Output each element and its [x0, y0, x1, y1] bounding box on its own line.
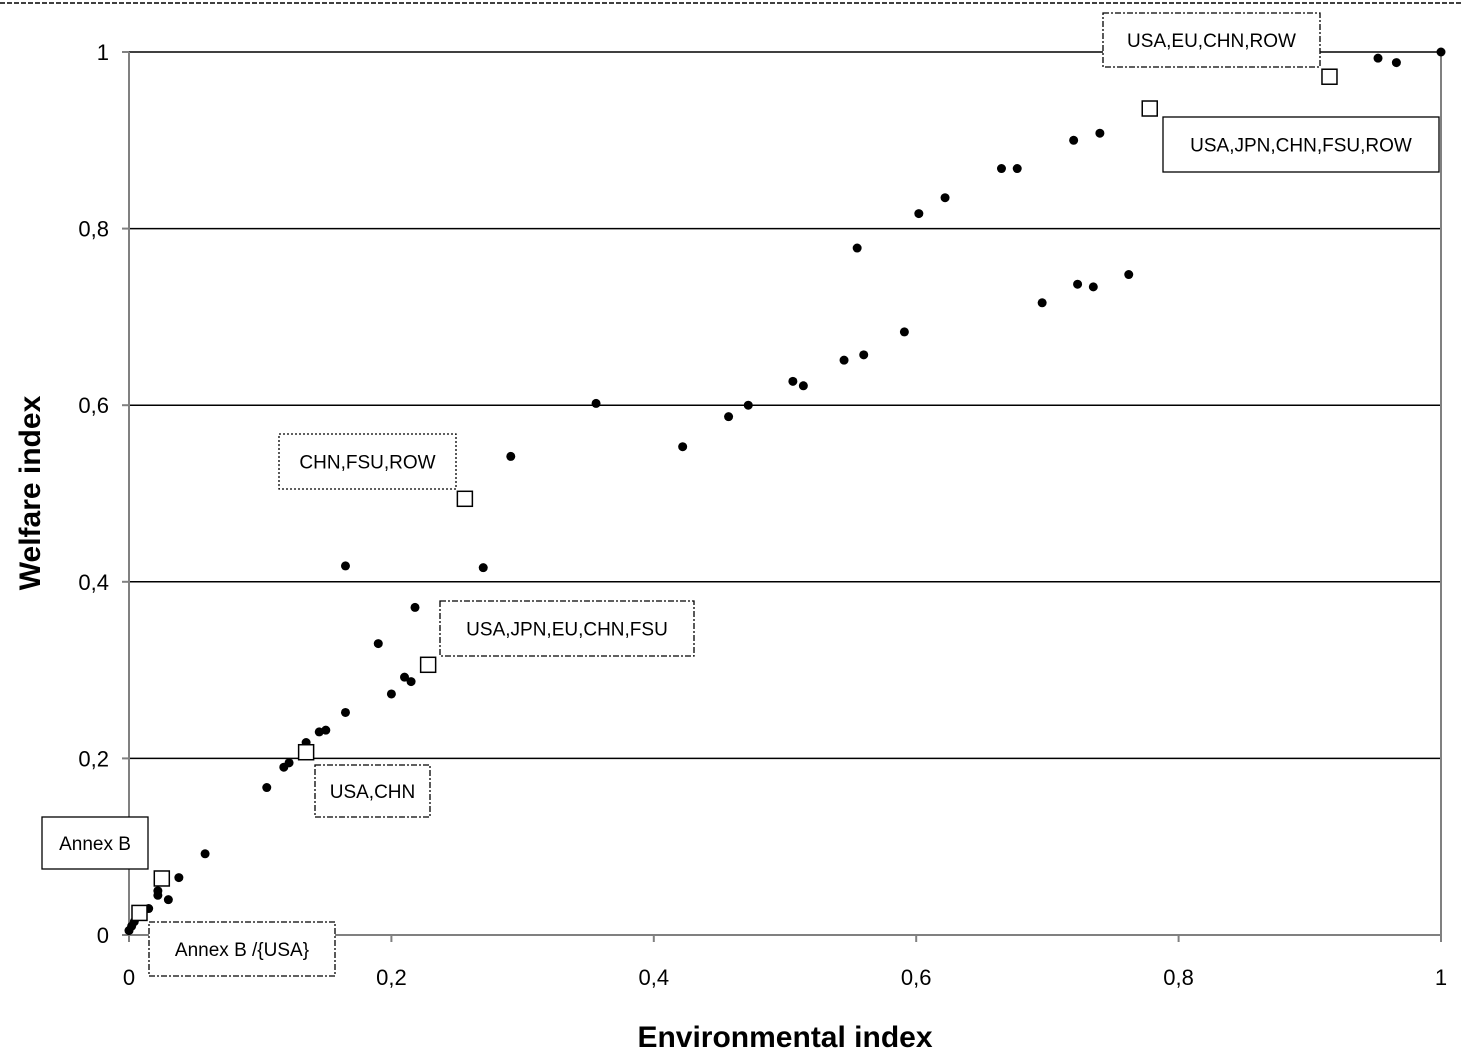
y-tick-label: 1	[97, 40, 109, 65]
data-point	[1012, 164, 1022, 174]
annotation-label: USA,JPN,CHN,FSU,ROW	[1162, 116, 1440, 173]
data-point	[153, 886, 163, 896]
data-point	[859, 350, 869, 360]
data-point	[591, 398, 601, 408]
data-point	[839, 355, 849, 365]
data-point	[1436, 47, 1446, 57]
annotation-label: CHN,FSU,ROW	[278, 433, 457, 490]
data-point	[1073, 279, 1083, 289]
x-tick-label: 1	[1435, 965, 1447, 990]
annotation-box	[278, 433, 457, 490]
annotation-label: Annex B /{USA}	[148, 921, 336, 977]
x-axis-title: Environmental index	[637, 1021, 932, 1054]
data-point	[788, 376, 798, 386]
data-point	[678, 442, 688, 452]
annotation-text: USA,JPN,EU,CHN,FSU	[466, 620, 668, 641]
data-point	[410, 602, 420, 612]
y-tick-label: 0,8	[78, 217, 109, 242]
data-point	[798, 381, 808, 391]
x-tick-label: 0,8	[1163, 965, 1194, 990]
x-tick-label: 0,4	[639, 965, 670, 990]
data-point	[996, 164, 1006, 174]
data-point	[340, 707, 350, 717]
data-point	[340, 561, 350, 571]
x-tick-label: 0	[123, 965, 135, 990]
data-point	[262, 783, 272, 793]
data-point	[200, 849, 210, 859]
y-tick-label: 0,6	[78, 393, 109, 418]
data-point	[406, 677, 416, 687]
annotation-text: Annex B /{USA}	[175, 940, 309, 961]
data-point	[1069, 135, 1079, 145]
annotation-label: USA,CHN	[314, 764, 431, 818]
data-point	[174, 873, 184, 883]
data-point	[478, 563, 488, 573]
annotation-text: USA,JPN,CHN,FSU,ROW	[1190, 136, 1412, 157]
annotations: USA,EU,CHN,ROW USA,JPN,CHN,FSU,ROW CHN,FSU…	[41, 12, 1440, 977]
data-point-square	[1321, 68, 1338, 85]
annotation-text: CHN,FSU,ROW	[299, 453, 435, 474]
data-point	[386, 689, 396, 699]
data-point-square	[419, 656, 437, 674]
data-point	[1037, 298, 1047, 308]
annotation-box	[148, 921, 336, 977]
data-point-square	[131, 904, 148, 922]
data-point	[914, 209, 924, 219]
data-point	[899, 327, 909, 337]
data-point-square	[153, 870, 171, 887]
data-point	[1391, 58, 1401, 68]
axis-ticks: 0 0,2 0,4 0,6 0,8 1 0 0,2 0,4 0,6 0,8 1	[78, 40, 1447, 990]
annotation-label: USA,JPN,EU,CHN,FSU	[439, 600, 695, 657]
data-point	[506, 451, 516, 461]
data-point	[852, 243, 862, 253]
annotation-text: USA,CHN	[330, 782, 416, 803]
y-tick-label: 0	[97, 923, 109, 948]
data-point	[724, 412, 734, 422]
data-point	[1373, 53, 1383, 63]
y-tick-label: 0,4	[78, 570, 109, 595]
y-axis-title: Welfare index	[14, 395, 47, 590]
data-point	[373, 639, 383, 649]
data-point	[940, 193, 950, 203]
annotation-text: USA,EU,CHN,ROW	[1127, 31, 1296, 52]
annotation-box	[314, 764, 431, 818]
annotation-label: USA,EU,CHN,ROW	[1102, 12, 1321, 68]
data-point	[1088, 282, 1098, 292]
y-tick-label: 0,2	[78, 746, 109, 771]
annotation-label: Annex B	[41, 816, 149, 870]
annotation-box	[439, 600, 695, 657]
annotation-text: Annex B	[59, 834, 131, 855]
data-point	[163, 895, 173, 905]
data-points	[124, 47, 1446, 936]
data-point-square	[1141, 100, 1158, 117]
x-tick-label: 0,6	[901, 965, 932, 990]
x-tick-label: 0,2	[376, 965, 407, 990]
data-point	[1124, 270, 1134, 280]
data-point	[1095, 128, 1105, 138]
annotation-box	[1162, 116, 1440, 173]
data-point	[284, 758, 294, 768]
annotation-box	[41, 816, 149, 870]
data-point-square	[456, 490, 474, 508]
data-point	[321, 725, 331, 735]
data-point	[743, 400, 753, 410]
data-point	[400, 672, 410, 682]
annotation-box	[1102, 12, 1321, 68]
data-point-square	[297, 743, 315, 761]
